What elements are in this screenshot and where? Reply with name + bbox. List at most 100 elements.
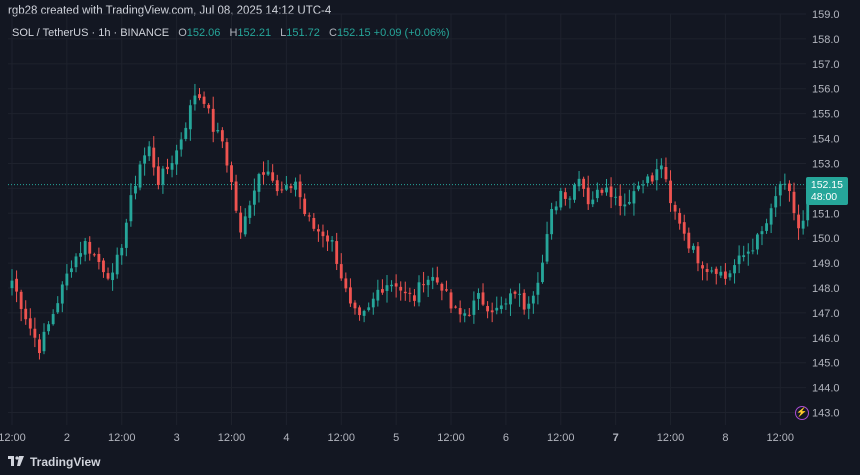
candle-body xyxy=(701,265,704,269)
high-value: 152.21 xyxy=(237,27,272,39)
candle-body xyxy=(42,331,46,352)
price-tick-label: 153.0 xyxy=(812,158,840,170)
candle-body xyxy=(193,95,197,105)
candle-body xyxy=(472,300,476,315)
candle-body xyxy=(399,286,403,291)
candle-body xyxy=(307,215,311,217)
candle-body xyxy=(568,198,572,200)
candle-body xyxy=(385,285,389,291)
candle-body xyxy=(765,223,768,231)
candle-body xyxy=(486,306,490,312)
candle-body xyxy=(170,163,174,170)
candle-body xyxy=(47,324,51,332)
price-tick-label: 156.0 xyxy=(812,84,840,96)
time-tick-label: 4 xyxy=(283,432,289,444)
candle-body xyxy=(573,184,576,200)
candle-body xyxy=(24,308,28,320)
symbol-legend: SOL / TetherUS · 1h · BINANCE O152.06 H1… xyxy=(12,27,450,39)
time-tick-label: 12:00 xyxy=(218,432,246,444)
candle-body xyxy=(627,201,631,204)
candle-body xyxy=(33,328,37,338)
candle-body xyxy=(609,186,613,198)
candle-body xyxy=(271,172,275,181)
lightning-icon[interactable]: ⚡ xyxy=(795,406,809,420)
candle-body xyxy=(184,127,188,140)
candle-body xyxy=(417,282,421,303)
time-tick-label: 12:00 xyxy=(657,432,685,444)
price-tick-label: 148.0 xyxy=(812,283,840,295)
candle-body xyxy=(358,307,361,316)
candle-body xyxy=(641,184,645,186)
candle-body xyxy=(595,189,599,199)
candle-body xyxy=(348,287,352,304)
candle-body xyxy=(207,104,211,109)
candle-body xyxy=(591,199,595,205)
candle-body xyxy=(746,251,750,254)
candle-body xyxy=(792,191,796,214)
candle-body xyxy=(655,169,659,181)
candle-body xyxy=(586,187,590,205)
time-tick-label: 12:00 xyxy=(0,432,26,444)
candle-body xyxy=(120,247,124,256)
footer-brand-label: TradingView xyxy=(30,455,101,469)
time-tick-label: 8 xyxy=(722,432,728,444)
candle-body xyxy=(316,229,320,232)
high-label: H xyxy=(229,27,238,39)
candle-body xyxy=(330,240,334,242)
candle-body xyxy=(294,181,297,190)
open-label: O xyxy=(178,27,187,39)
candle-body xyxy=(111,272,115,281)
candle-body xyxy=(531,295,535,304)
footer-brand[interactable]: TradingView xyxy=(8,455,100,469)
candle-body xyxy=(394,283,398,287)
candle-body xyxy=(618,195,622,206)
candle-body xyxy=(74,256,78,268)
candle-body xyxy=(490,310,494,313)
candle-body xyxy=(390,284,393,287)
candle-body xyxy=(710,270,714,272)
price-tick-label: 151.0 xyxy=(812,208,840,220)
time-axis: 12:00 2 12:00 3 12:00 4 12:00 5 12:00 6 12:00 7 12:0… xyxy=(0,432,794,444)
candle-body xyxy=(563,192,567,199)
candle-body xyxy=(138,164,142,188)
time-tick-label: 12:00 xyxy=(108,432,136,444)
last-price-value: 152.15 xyxy=(810,178,843,191)
candle-body xyxy=(65,273,69,286)
time-tick-label: 7 xyxy=(613,432,619,444)
candle-body xyxy=(79,253,83,257)
candle-body xyxy=(637,185,640,190)
candle-body xyxy=(632,191,636,204)
candle-body xyxy=(646,176,650,183)
candle-body xyxy=(225,142,229,166)
change-value: +0.09 (+0.06%) xyxy=(373,27,450,39)
candle-body xyxy=(143,155,147,164)
candle-body xyxy=(289,186,293,189)
price-tick-label: 143.0 xyxy=(812,408,840,420)
candle-body xyxy=(284,185,288,190)
candle-body xyxy=(179,139,183,150)
candle-body xyxy=(463,313,467,316)
candle-body xyxy=(541,262,544,283)
candle-body xyxy=(97,253,101,263)
candle-body xyxy=(413,295,416,301)
candle-body xyxy=(129,195,133,222)
candle-body xyxy=(252,190,256,205)
candle-body xyxy=(216,130,220,132)
candle-body xyxy=(499,305,503,310)
symbol-name: SOL / TetherUS · 1h · BINANCE xyxy=(12,27,170,39)
candle-body xyxy=(339,264,343,279)
candle-body xyxy=(728,273,732,278)
candle-body xyxy=(623,204,627,207)
low-label: L xyxy=(280,27,287,39)
candle-body xyxy=(454,306,458,308)
candle-body xyxy=(161,168,165,185)
candle-body xyxy=(664,166,668,180)
candle-body xyxy=(60,284,64,304)
candle-body xyxy=(156,166,160,185)
bar-countdown: 48:00 xyxy=(810,190,838,203)
candle-body xyxy=(518,293,522,295)
candle-body xyxy=(376,289,380,301)
time-tick-label: 12:00 xyxy=(767,432,795,444)
price-tick-label: 147.0 xyxy=(812,308,840,320)
